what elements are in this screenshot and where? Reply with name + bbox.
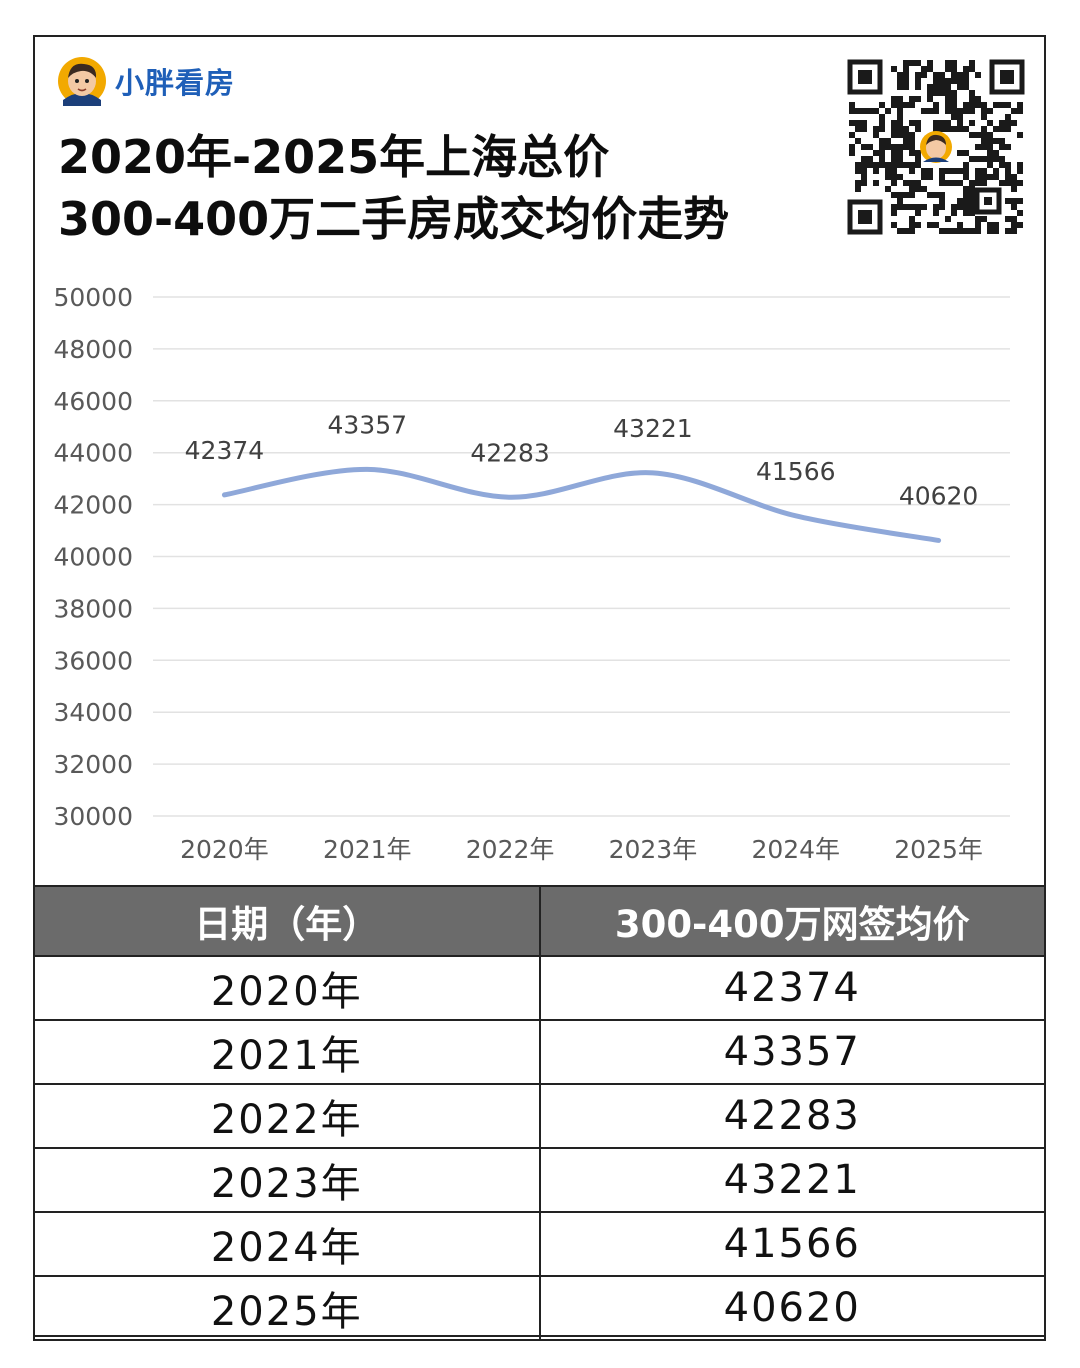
table-row: 2025年 40620 [33,1275,1046,1341]
data-label: 42374 [185,436,265,465]
page-title: 2020年-2025年上海总价 300-400万二手房成交均价走势 [58,126,729,250]
row-year: 2023年 [33,1147,541,1213]
x-tick-label: 2023年 [609,835,698,864]
title-line-1: 2020年-2025年上海总价 [58,130,610,184]
y-tick-label: 38000 [53,594,133,623]
data-table: 日期（年） 300-400万网签均价 2020年 42374 2021年 433… [33,885,1046,1341]
data-label: 40620 [899,481,979,510]
row-year: 2024年 [33,1211,541,1277]
column-header-price: 300-400万网签均价 [538,885,1046,957]
row-year: 2022年 [33,1083,541,1149]
avatar-icon [58,57,106,106]
data-label: 42283 [470,438,550,467]
column-header-date: 日期（年） [33,885,541,957]
row-price: 41566 [538,1211,1046,1277]
row-price: 43357 [538,1019,1046,1085]
table-header-row: 日期（年） 300-400万网签均价 [33,885,1046,957]
x-tick-label: 2022年 [466,835,555,864]
line-chart: 50000 48000 46000 44000 42000 40000 38000 36000… [53,283,1010,864]
data-label: 43221 [613,414,693,443]
y-tick-label: 40000 [53,543,133,572]
data-label: 41566 [756,457,836,486]
y-tick-label: 46000 [53,387,133,416]
y-tick-label: 44000 [53,439,133,468]
y-tick-label: 32000 [53,750,133,779]
qr-center-avatar-icon [920,131,952,163]
x-tick-label: 2024年 [751,835,840,864]
row-price: 42283 [538,1083,1046,1149]
table-row: 2023年 43221 [33,1147,1046,1213]
table-row: 2024年 41566 [33,1211,1046,1277]
table-row: 2022年 42283 [33,1083,1046,1149]
qr-code [846,58,1026,236]
row-year: 2020年 [33,955,541,1021]
table-row: 2021年 43357 [33,1019,1046,1085]
x-tick-label: 2020年 [180,835,269,864]
y-tick-label: 30000 [53,802,133,831]
table-row: 2020年 42374 [33,955,1046,1021]
data-label: 43357 [327,410,407,439]
row-price: 40620 [538,1275,1046,1341]
row-year: 2021年 [33,1019,541,1085]
brand-header: 小胖看房 [57,56,235,106]
y-tick-label: 36000 [53,646,133,675]
series-line [221,466,942,543]
x-tick-label: 2021年 [323,835,412,864]
row-price: 42374 [538,955,1046,1021]
title-line-2: 300-400万二手房成交均价走势 [58,192,730,246]
x-tick-label: 2025年 [894,835,983,864]
y-tick-label: 50000 [53,283,133,312]
row-year: 2025年 [33,1275,541,1341]
y-tick-label: 34000 [53,698,133,727]
y-tick-label: 42000 [53,491,133,520]
brand-name: 小胖看房 [115,66,236,100]
y-tick-label: 48000 [53,335,133,364]
row-price: 43221 [538,1147,1046,1213]
